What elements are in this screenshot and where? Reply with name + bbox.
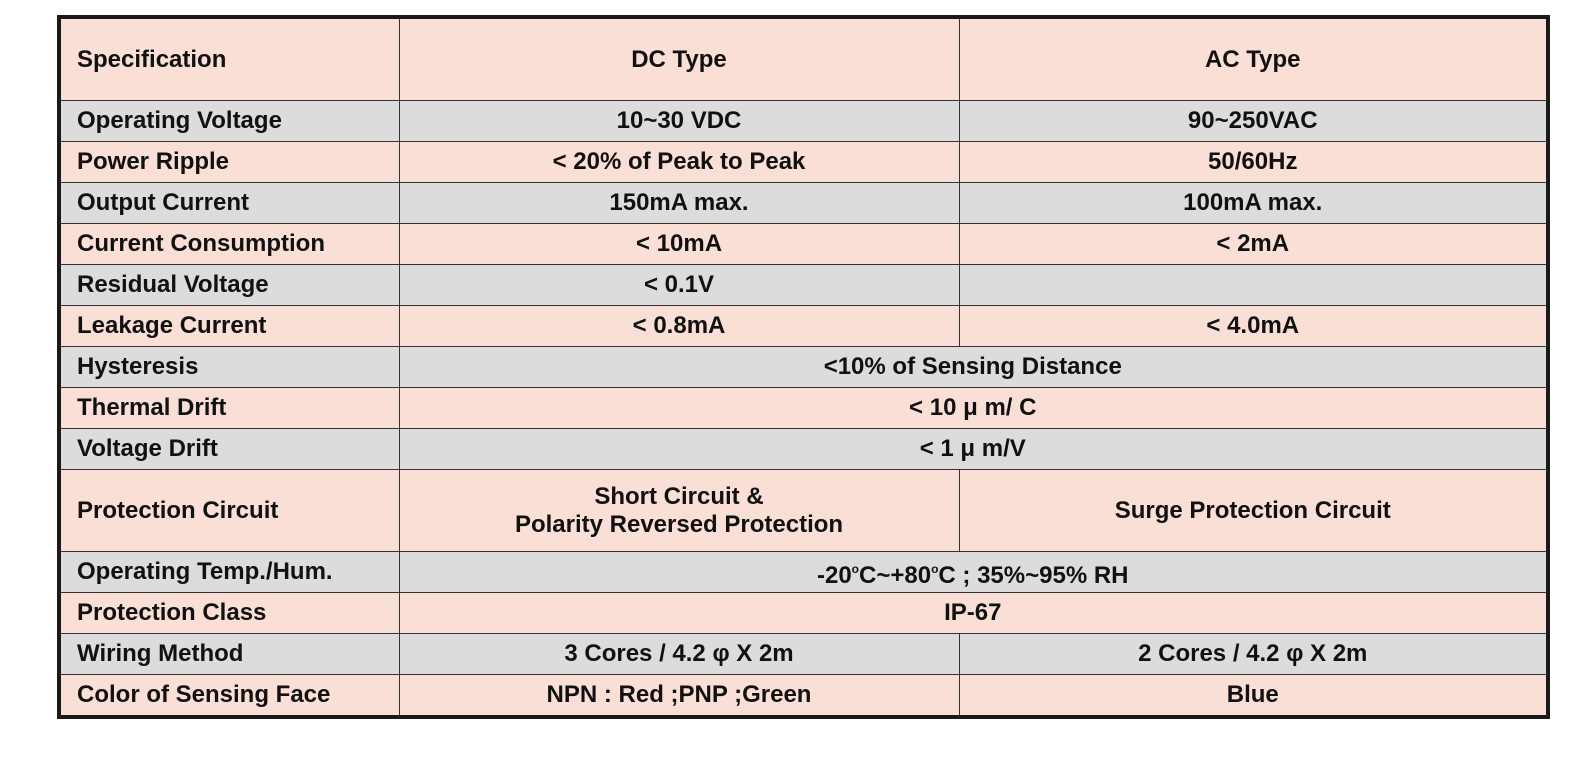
dc-value: < 20% of Peak to Peak <box>398 141 960 183</box>
row-label: Color of Sensing Face <box>58 674 400 718</box>
dc-value: < 0.8mA <box>398 305 960 347</box>
shared-value: -20oC~+80oC ; 35%~95% RH <box>398 551 1549 593</box>
dc-value: < 10mA <box>398 223 960 265</box>
table-row: Color of Sensing Face NPN : Red ;PNP ;Gr… <box>58 674 1549 718</box>
humidity-range: C ; 35%~95% RH <box>938 561 1129 589</box>
ac-value: 90~250VAC <box>958 100 1549 142</box>
shared-value: IP-67 <box>398 592 1549 634</box>
table-row: Current Consumption < 10mA < 2mA <box>58 223 1549 265</box>
table-row: Protection Circuit Short Circuit & Polar… <box>58 469 1549 552</box>
row-label: Thermal Drift <box>58 387 400 429</box>
row-label: Wiring Method <box>58 633 400 675</box>
header-ac-type: AC Type <box>958 16 1549 101</box>
row-label: Protection Class <box>58 592 400 634</box>
table-row: Output Current 150mA max. 100mA max. <box>58 182 1549 224</box>
dc-value: NPN : Red ;PNP ;Green <box>398 674 960 718</box>
shared-value: <10% of Sensing Distance <box>398 346 1549 388</box>
dc-value: 150mA max. <box>398 182 960 224</box>
row-label: Output Current <box>58 182 400 224</box>
table-row: Operating Voltage 10~30 VDC 90~250VAC <box>58 100 1549 142</box>
table-row: Hysteresis <10% of Sensing Distance <box>58 346 1549 388</box>
row-label: Operating Voltage <box>58 100 400 142</box>
table-row: Protection Class IP-67 <box>58 592 1549 634</box>
table-row: Operating Temp./Hum. -20oC~+80oC ; 35%~9… <box>58 551 1549 593</box>
temp-low: -20 <box>816 561 852 589</box>
table-row: Wiring Method 3 Cores / 4.2 φ X 2m 2 Cor… <box>58 633 1549 675</box>
row-label: Hysteresis <box>58 346 400 388</box>
degree-symbol: o <box>851 561 860 576</box>
row-label: Leakage Current <box>58 305 400 347</box>
dc-value: < 0.1V <box>398 264 960 306</box>
ac-value: 50/60Hz <box>958 141 1549 183</box>
ac-value: 2 Cores / 4.2 φ X 2m <box>958 633 1549 675</box>
ac-value: < 2mA <box>958 223 1549 265</box>
table-header-row: Specification DC Type AC Type <box>58 16 1549 101</box>
row-label: Operating Temp./Hum. <box>58 551 400 593</box>
row-label: Protection Circuit <box>58 469 400 552</box>
ac-value <box>958 264 1549 306</box>
dc-value: 3 Cores / 4.2 φ X 2m <box>398 633 960 675</box>
dc-value: 10~30 VDC <box>398 100 960 142</box>
dc-value: Short Circuit & Polarity Reversed Protec… <box>398 469 960 552</box>
dc-value-line-2: Polarity Reversed Protection <box>514 510 844 538</box>
table-row: Thermal Drift < 10 μ m/ C <box>58 387 1549 429</box>
ac-value: Blue <box>958 674 1549 718</box>
ac-value: 100mA max. <box>958 182 1549 224</box>
dc-value-line-1: Short Circuit & <box>594 482 764 510</box>
row-label: Voltage Drift <box>58 428 400 470</box>
temp-high: C~+80 <box>859 561 932 589</box>
table-row: Voltage Drift < 1 μ m/V <box>58 428 1549 470</box>
table-row: Leakage Current < 0.8mA < 4.0mA <box>58 305 1549 347</box>
degree-symbol: o <box>931 561 939 576</box>
ac-value: < 4.0mA <box>958 305 1549 347</box>
shared-value: < 10 μ m/ C <box>398 387 1549 429</box>
table-row: Power Ripple < 20% of Peak to Peak 50/60… <box>58 141 1549 183</box>
shared-value: < 1 μ m/V <box>398 428 1549 470</box>
header-dc-type: DC Type <box>398 16 960 101</box>
row-label: Power Ripple <box>58 141 400 183</box>
specification-table: Specification DC Type AC Type Operating … <box>57 15 1550 719</box>
ac-value: Surge Protection Circuit <box>958 469 1549 552</box>
row-label: Current Consumption <box>58 223 400 265</box>
row-label: Residual Voltage <box>58 264 400 306</box>
table-row: Residual Voltage < 0.1V <box>58 264 1549 306</box>
header-specification: Specification <box>58 16 400 101</box>
